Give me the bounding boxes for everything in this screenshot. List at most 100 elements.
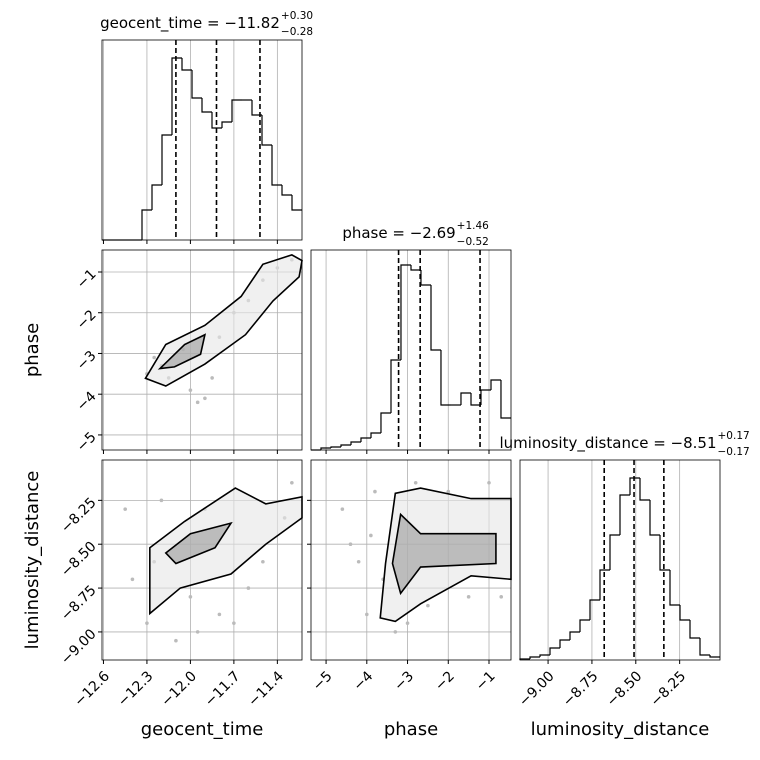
histogram-step	[679, 605, 690, 621]
histogram-step	[350, 441, 361, 445]
title-sub: −0.52	[457, 236, 489, 248]
title-sub: −0.28	[281, 26, 313, 38]
histogram-step	[360, 437, 371, 442]
histogram-step	[549, 647, 560, 655]
histogram-step	[370, 432, 381, 438]
histogram-step	[181, 58, 192, 71]
histogram-step	[629, 477, 640, 495]
panel-title: geocent_time = −11.82	[100, 14, 280, 33]
contour	[391, 512, 497, 596]
sample-point	[130, 577, 135, 582]
x-axis-label: phase	[384, 719, 438, 740]
histogram-step	[211, 112, 222, 129]
sample-point	[261, 559, 265, 564]
sample-point	[405, 621, 410, 625]
sample-point	[195, 400, 200, 405]
histogram-step	[500, 380, 511, 419]
histogram-step	[529, 656, 540, 659]
histogram-step	[579, 619, 590, 632]
sample-point	[195, 630, 200, 634]
histogram-step	[539, 654, 550, 657]
sample-point	[466, 595, 471, 599]
histogram-step	[440, 350, 451, 406]
histogram-step	[639, 478, 650, 501]
histogram-step	[649, 500, 660, 536]
x-tick-label: −12.0	[158, 668, 200, 710]
histogram-step	[410, 265, 421, 271]
histogram-step	[390, 359, 401, 413]
panel-frame	[519, 459, 721, 661]
histogram-step	[659, 535, 670, 571]
sample-point	[188, 595, 193, 599]
histogram-step	[669, 570, 680, 606]
sample-point	[152, 355, 156, 360]
y-tick-label: −1	[74, 266, 100, 292]
histogram-step	[191, 70, 202, 99]
histogram-step	[619, 494, 630, 535]
histogram-step	[420, 270, 431, 286]
sample-point	[499, 595, 504, 599]
y-tick-label: −5	[74, 429, 100, 455]
sample-point	[340, 507, 345, 511]
sample-point	[145, 621, 149, 625]
sample-point	[246, 586, 251, 590]
sample-point	[373, 489, 377, 494]
sample-point	[393, 630, 398, 634]
y-tick-label: −8.25	[58, 495, 100, 537]
y-tick-label: −9.00	[58, 626, 100, 668]
histogram-step	[291, 195, 302, 211]
histogram-step	[271, 145, 282, 186]
y-tick-label: −3	[74, 348, 100, 374]
x-tick-label: −12.3	[115, 668, 157, 710]
sample-point	[159, 498, 164, 503]
sample-point	[487, 481, 491, 485]
sample-point	[123, 507, 127, 511]
x-tick-label: −8.50	[604, 668, 646, 710]
histogram-step	[569, 631, 580, 640]
histogram-step	[261, 115, 272, 146]
y-axis-label: phase	[22, 323, 43, 377]
histogram-step	[400, 264, 411, 360]
title-sup: +0.30	[281, 10, 313, 22]
y-tick-label: −8.50	[58, 539, 100, 581]
histogram-step	[490, 379, 501, 390]
histogram-step	[251, 100, 262, 116]
y-tick-label: −2	[74, 307, 100, 333]
sample-point	[365, 612, 369, 617]
panel-frame	[310, 249, 512, 451]
histogram-step	[141, 209, 152, 240]
x-axis-label: luminosity_distance	[531, 719, 710, 740]
histogram-step	[699, 638, 710, 656]
panel-frame	[101, 39, 303, 241]
x-tick-label: −9.00	[516, 668, 558, 710]
title-sup: +0.17	[718, 430, 750, 442]
histogram-step	[171, 57, 182, 135]
sample-point	[413, 481, 418, 485]
histogram-step	[281, 185, 292, 196]
histogram-step	[689, 620, 700, 639]
y-axis-label: luminosity_distance	[22, 471, 43, 650]
sample-point	[348, 542, 353, 547]
histogram-step	[599, 569, 610, 600]
x-tick-label: −4	[351, 668, 377, 694]
title-sub: −0.17	[718, 446, 750, 458]
histogram-step	[330, 446, 341, 448]
histogram-step	[559, 639, 570, 648]
x-tick-label: −5	[310, 668, 336, 694]
sample-point	[446, 489, 451, 494]
histogram-step	[201, 98, 212, 113]
sample-point	[217, 612, 222, 617]
x-tick-label: −2	[432, 668, 458, 694]
histogram-step	[460, 392, 471, 405]
histogram-step	[589, 599, 600, 620]
histogram-step	[161, 134, 172, 185]
histogram-step	[470, 393, 481, 406]
panel-title: phase = −2.69	[342, 224, 455, 242]
histogram-step	[709, 655, 720, 658]
x-tick-label: −8.75	[560, 668, 602, 710]
x-axis-label: geocent_time	[141, 719, 264, 740]
x-tick-label: −8.25	[648, 668, 690, 710]
sample-point	[210, 376, 214, 380]
histogram-step	[231, 99, 242, 122]
